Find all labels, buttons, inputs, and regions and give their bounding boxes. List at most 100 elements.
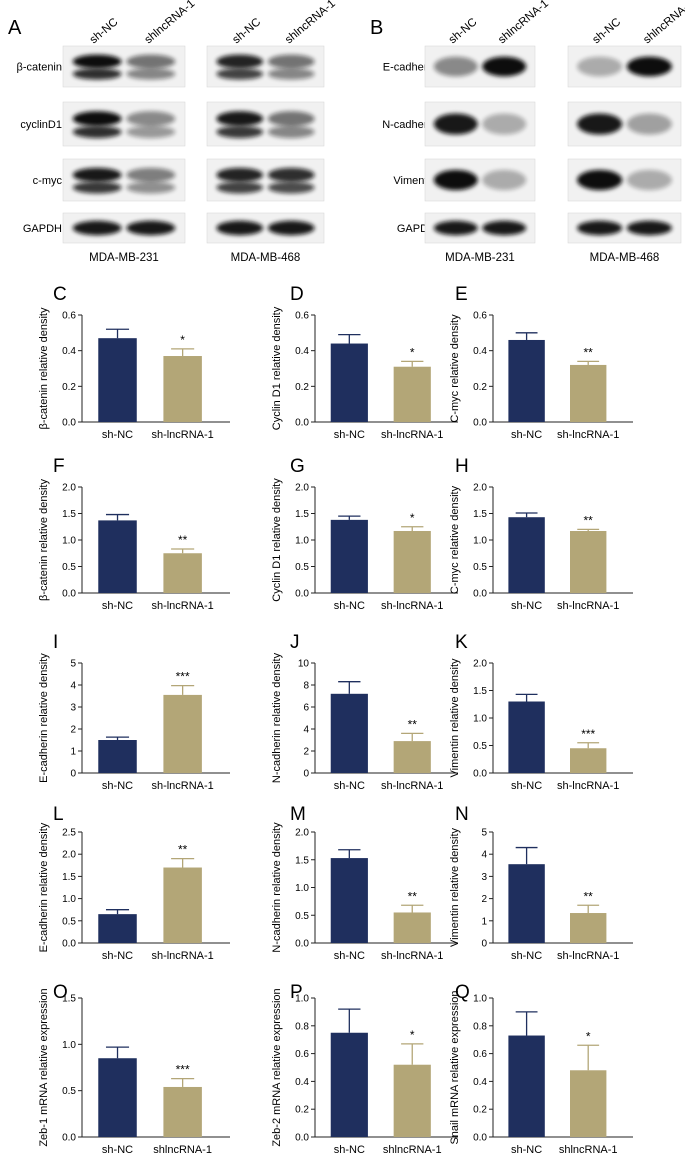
y-tick-label: 4 — [481, 850, 487, 861]
y-axis-label: C-myc relative density — [449, 485, 461, 594]
y-tick-label: 0.5 — [62, 1086, 76, 1097]
panel-letter-D: D — [290, 284, 304, 305]
blot-row-label: N-cadherin — [382, 119, 436, 131]
y-tick-label: 1.5 — [62, 994, 76, 1005]
y-tick-label: 0.6 — [295, 1049, 309, 1060]
bar-sh-nc — [98, 520, 137, 593]
y-tick-label: 0.0 — [473, 1133, 487, 1144]
y-axis-label: β-catenin relative density — [38, 307, 50, 429]
blot-band — [626, 220, 672, 236]
category-label: sh-NC — [511, 1144, 542, 1156]
category-label: sh-lncRNA-1 — [381, 600, 443, 612]
panel-letter-G: G — [290, 456, 305, 477]
category-label: sh-NC — [334, 1144, 365, 1156]
chart-I: I 0 1 2 3 4 5 E-cadherin relative density sh-NC s… — [38, 632, 230, 792]
y-tick-label: 2.0 — [473, 659, 487, 670]
y-axis-label: β-catenin relative density — [38, 479, 50, 601]
y-tick-label: 2.5 — [62, 828, 76, 839]
y-tick-label: 1.5 — [473, 686, 487, 697]
y-tick-label: 2 — [481, 894, 487, 905]
y-tick-label: 0.5 — [62, 562, 76, 573]
y-axis-label: C-myc relative density — [449, 314, 461, 423]
bar-sh-lncrna — [163, 356, 202, 422]
category-label: sh-NC — [511, 950, 542, 962]
y-tick-label: 0.4 — [473, 346, 487, 357]
category-label: sh-lncRNA-1 — [151, 780, 213, 792]
y-tick-label: 4 — [70, 681, 76, 692]
blot-row-label: E-cadherin — [383, 62, 436, 74]
y-axis-label: Zeb-1 mRNA relative expression — [38, 988, 50, 1146]
y-tick-label: 2.0 — [295, 483, 309, 494]
y-tick-label: 1.0 — [295, 536, 309, 547]
bar-sh-lncrna — [163, 1086, 202, 1137]
y-tick-label: 0.0 — [473, 418, 487, 429]
chart-E: E 0.0 0.2 0.4 0.6 C-myc relative density sh-NC… — [449, 284, 633, 441]
y-tick-label: 5 — [70, 659, 76, 670]
blot-band — [267, 181, 315, 194]
category-label: sh-lncRNA-1 — [381, 780, 443, 792]
cell-line-label: MDA-MB-468 — [590, 252, 660, 264]
blot-band — [267, 111, 315, 127]
blot-band — [72, 68, 122, 80]
chart-P: P 0.0 0.2 0.4 0.6 0.8 1.0 Zeb-2 mRNA relative e… — [271, 982, 458, 1156]
significance-mark: * — [586, 1029, 591, 1043]
category-label: sh-lncRNA-1 — [557, 780, 619, 792]
bar-sh-lncrna — [393, 912, 431, 943]
blot-band — [267, 220, 315, 236]
blot-band — [433, 56, 478, 77]
bar-sh-lncrna — [163, 867, 202, 943]
y-tick-label: 2 — [70, 725, 76, 736]
blot-band — [72, 167, 122, 183]
bar-sh-lncrna — [163, 553, 202, 593]
y-tick-label: 0.5 — [295, 562, 309, 573]
y-tick-label: 0 — [70, 769, 76, 780]
y-tick-label: 2.0 — [473, 483, 487, 494]
chart-K: K 0.0 0.5 1.0 1.5 2.0 Vimentin relative densit… — [449, 632, 633, 792]
y-tick-label: 5 — [481, 828, 487, 839]
chart-O: O 0.0 0.5 1.0 1.5 Zeb-1 mRNA relative express… — [38, 982, 230, 1156]
y-tick-label: 0.2 — [295, 382, 309, 393]
blot-band — [482, 169, 527, 191]
y-axis-label: Cyclin D1 relative density — [271, 306, 283, 430]
y-tick-label: 2.0 — [295, 828, 309, 839]
bar-sh-nc — [508, 339, 545, 422]
category-label: sh-NC — [102, 600, 133, 612]
panel-letter-C: C — [53, 284, 67, 305]
chart-N: N 0 1 2 3 4 5 Vimentin relative density sh-NC sh-… — [449, 804, 633, 962]
y-tick-label: 0.5 — [473, 741, 487, 752]
category-label: sh-NC — [511, 429, 542, 441]
bar-sh-nc — [508, 701, 545, 773]
blot-band — [216, 125, 264, 139]
blot-band — [433, 113, 478, 135]
blot-band — [72, 181, 122, 194]
y-tick-label: 0.0 — [62, 589, 76, 600]
significance-mark: *** — [176, 1063, 190, 1077]
y-axis-label: Vimentin relative density — [449, 827, 461, 947]
category-label: sh-lncRNA-1 — [557, 600, 619, 612]
panel-letter-F: F — [53, 456, 65, 477]
y-tick-label: 0.4 — [62, 346, 76, 357]
blot-band — [126, 54, 176, 69]
blot-band — [267, 68, 315, 80]
y-tick-label: 1.5 — [473, 509, 487, 520]
y-tick-label: 1.5 — [295, 855, 309, 866]
bar-sh-nc — [508, 517, 545, 593]
y-tick-label: 0.0 — [295, 939, 309, 950]
blot-band — [577, 169, 623, 191]
category-label: shlncRNA-1 — [559, 1144, 618, 1156]
y-tick-label: 0.4 — [295, 1077, 309, 1088]
bar-sh-nc — [98, 740, 137, 773]
category-label: sh-NC — [334, 950, 365, 962]
y-tick-label: 0.0 — [295, 589, 309, 600]
blot-band — [482, 56, 527, 77]
chart-Q: Q 0.0 0.2 0.4 0.6 0.8 1.0 Snail mRNA relative e… — [449, 982, 633, 1156]
blot-row-label: β-catenin — [17, 62, 62, 74]
y-tick-label: 0.5 — [62, 916, 76, 927]
blot-band — [626, 113, 672, 135]
bar-sh-nc — [330, 693, 368, 773]
blot-band — [216, 181, 264, 194]
y-tick-label: 0.6 — [473, 311, 487, 322]
blot-band — [626, 169, 672, 191]
bar-sh-lncrna — [393, 741, 431, 773]
blot-band — [433, 220, 478, 236]
